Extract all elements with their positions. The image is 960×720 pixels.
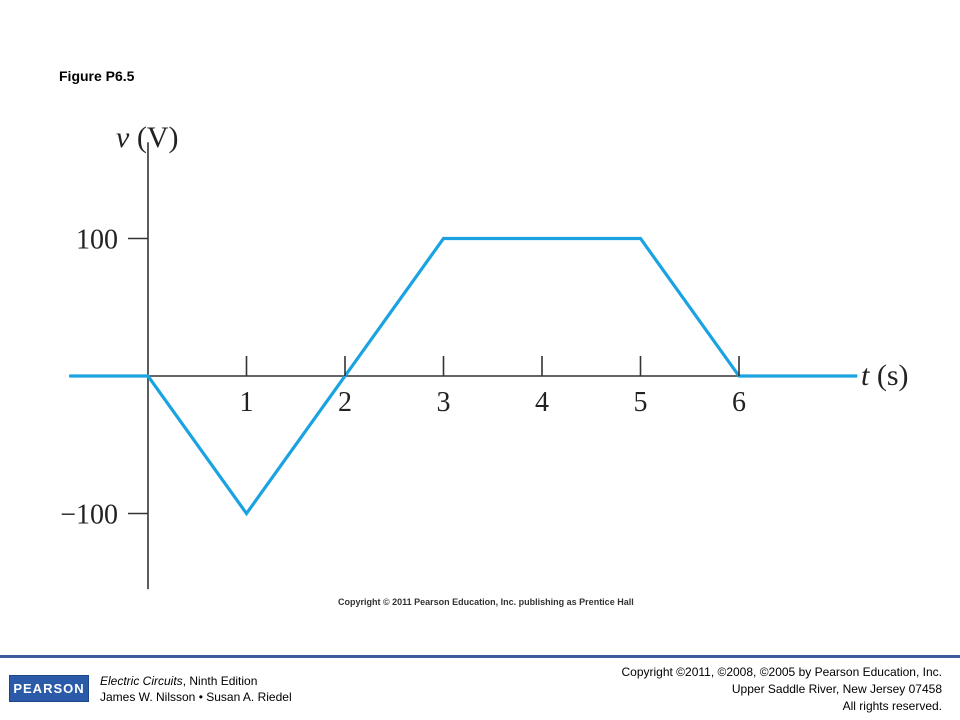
publisher-copyright: Copyright ©2011, ©2008, ©2005 by Pearson…: [621, 664, 942, 715]
x-axis-label: t (s): [861, 359, 909, 392]
y-axis-var: v: [116, 121, 130, 154]
copyright-line-3: All rights reserved.: [842, 699, 942, 713]
book-title: Electric Circuits: [100, 674, 183, 688]
x-axis-var: t: [861, 359, 870, 392]
y-axis-unit: (V): [129, 121, 178, 154]
x-tick-label-2: 2: [338, 387, 352, 418]
x-tick-label-3: 3: [437, 387, 451, 418]
chart-series: [69, 236, 858, 517]
x-tick-label-6: 6: [732, 387, 746, 418]
book-authors: James W. Nilsson • Susan A. Riedel: [100, 690, 292, 704]
pearson-logo: PEARSON: [9, 675, 89, 702]
book-edition: , Ninth Edition: [182, 674, 258, 688]
y-axis-label: v (V): [116, 121, 178, 154]
chart-ticks: [128, 237, 740, 515]
series-line-0: [69, 236, 858, 517]
x-axis-unit: (s): [869, 359, 908, 392]
book-info: Electric Circuits, Ninth Edition James W…: [100, 673, 292, 705]
x-tick-label-1: 1: [240, 387, 254, 418]
inner-copyright: Copyright © 2011 Pearson Education, Inc.…: [338, 597, 634, 607]
x-tick-label-4: 4: [535, 387, 549, 418]
chart-labels: 1 2 3 4 5 6 100 −100 v (V) t (s): [60, 121, 908, 531]
y-tick-label-1: −100: [60, 500, 118, 531]
y-tick-label-0: 100: [76, 225, 118, 256]
book-title-line: Electric Circuits, Ninth Edition: [100, 673, 292, 689]
chart-axes: [69, 142, 858, 590]
copyright-line-1: Copyright ©2011, ©2008, ©2005 by Pearson…: [621, 665, 942, 679]
voltage-chart: 1 2 3 4 5 6 100 −100 v (V) t (s): [60, 121, 909, 590]
figure-label: Figure P6.5: [59, 68, 135, 84]
x-tick-label-5: 5: [634, 387, 648, 418]
footer-rule: [0, 655, 960, 658]
copyright-line-2: Upper Saddle River, New Jersey 07458: [731, 682, 942, 696]
